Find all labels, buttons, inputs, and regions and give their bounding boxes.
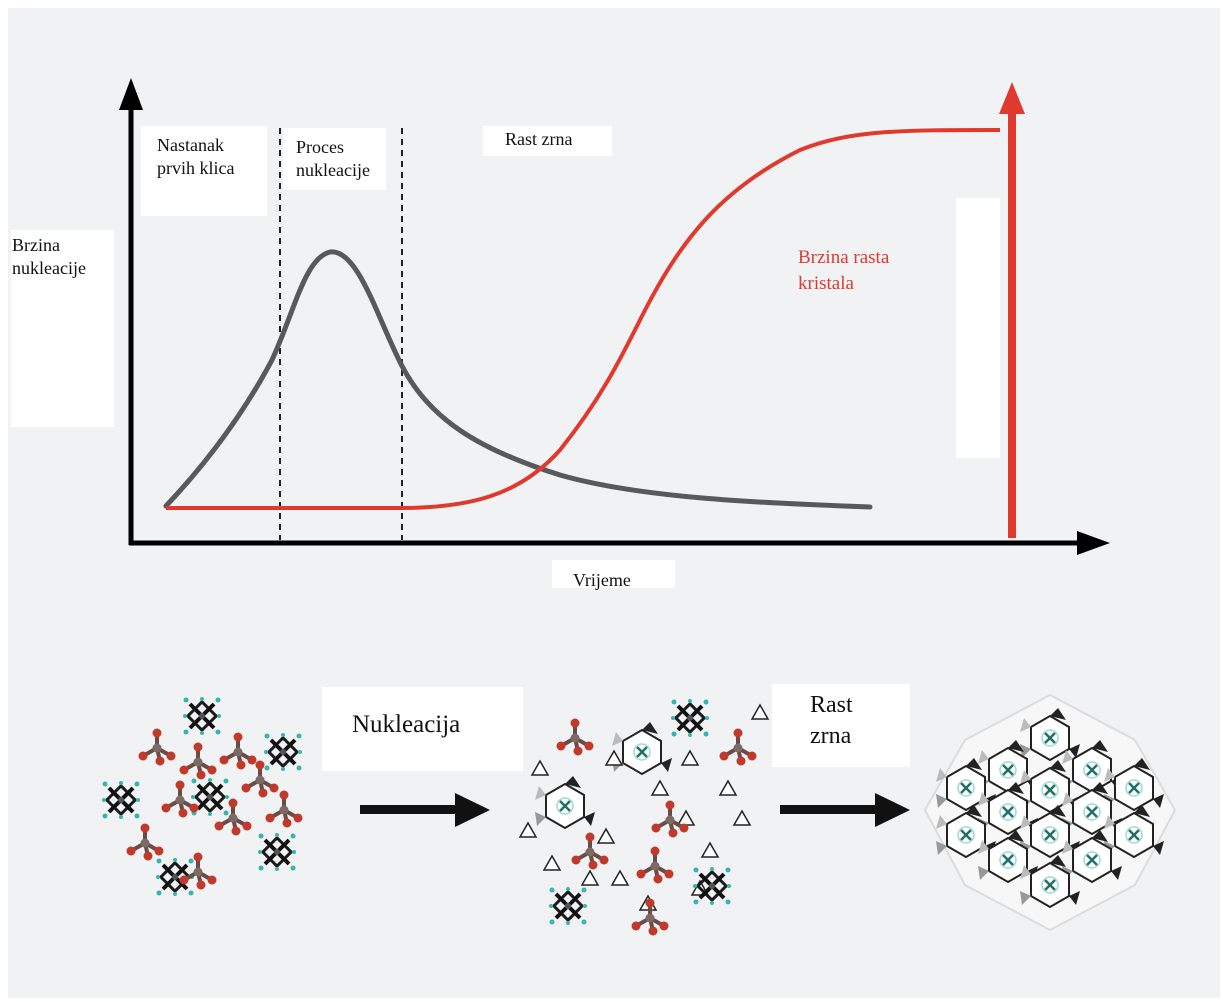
partially-crystallized-icon	[519, 697, 769, 938]
phase-label-first-nuclei: Nastanak prvih klica	[141, 126, 267, 216]
step-label-grain-growth: Rast zrna	[772, 684, 910, 767]
y-axis-label: Brzina nukleacije	[11, 230, 114, 427]
phase-label-nucleation: Proces nukleacije	[283, 128, 386, 190]
x-axis-label-text: Vrijeme	[573, 570, 631, 590]
phase2-line1: Proces	[296, 137, 344, 157]
growth-curve-label: Brzina rasta kristala	[798, 245, 889, 297]
phase2-line2: nukleacije	[296, 160, 370, 180]
scattered-molecules-icon	[100, 695, 305, 898]
growth-label-line2: kristala	[798, 273, 854, 294]
crystal-growth-curve	[166, 128, 1001, 510]
phase1-line2: prvih klica	[157, 158, 235, 178]
step-label-nucleation: Nukleacija	[322, 687, 523, 771]
crystal-lattice-icon	[923, 693, 1177, 932]
growth-label-line1: Brzina rasta	[798, 247, 890, 268]
y-axis-label-line2: nukleacije	[12, 258, 86, 278]
x-axis-label: Vrijeme	[552, 560, 675, 590]
phase1-line1: Nastanak	[157, 135, 224, 155]
process-arrow-2	[780, 793, 910, 827]
x-axis-arrow-icon	[1077, 531, 1110, 555]
y-axis-label-line1: Brzina	[12, 235, 60, 255]
blank-label-box	[956, 198, 1000, 458]
y-axis-arrow-icon	[119, 78, 143, 110]
step2-line2: zrna	[810, 723, 852, 749]
phase3-text: Rast zrna	[505, 129, 573, 149]
process-arrow-1	[360, 793, 490, 827]
growth-axis-arrow-icon	[999, 82, 1025, 114]
axes	[119, 78, 1110, 555]
step2-line1: Rast	[810, 692, 853, 718]
nucleation-rate-curve	[163, 249, 873, 510]
phase-label-grain-growth: Rast zrna	[483, 126, 612, 156]
step1-text: Nukleacija	[352, 711, 461, 738]
